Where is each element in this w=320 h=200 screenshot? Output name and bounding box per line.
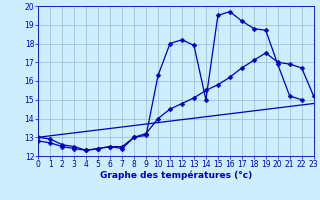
X-axis label: Graphe des températures (°c): Graphe des températures (°c)	[100, 171, 252, 180]
